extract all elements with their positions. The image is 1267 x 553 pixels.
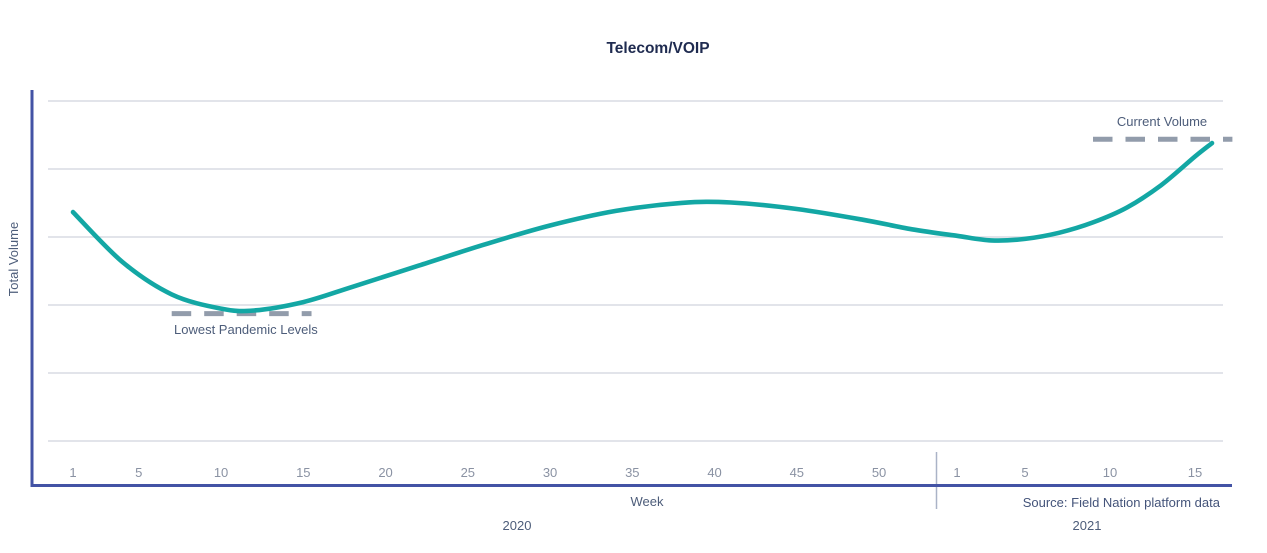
x-tick-label: 15	[1188, 465, 1202, 480]
x-tick-label: 5	[1021, 465, 1028, 480]
x-tick-label: 10	[214, 465, 228, 480]
gridlines	[48, 100, 1223, 442]
source-caption: Source: Field Nation platform data	[1023, 495, 1221, 510]
lowest-pandemic-levels-annotation-label: Lowest Pandemic Levels	[174, 322, 318, 337]
x-tick-label: 35	[625, 465, 639, 480]
year-2020-label: 2020	[503, 518, 532, 533]
y-axis-title: Total Volume	[6, 222, 21, 296]
x-tick-label: 1	[69, 465, 76, 480]
x-axis-title: Week	[631, 494, 664, 509]
x-tick-label: 15	[296, 465, 310, 480]
current-volume-annotation-label: Current Volume	[1117, 114, 1207, 129]
x-tick-label: 5	[135, 465, 142, 480]
x-tick-label: 40	[707, 465, 721, 480]
x-tick-label: 50	[872, 465, 886, 480]
x-tick-label: 30	[543, 465, 557, 480]
chart-title: Telecom/VOIP	[606, 40, 709, 57]
year-2021-label: 2021	[1073, 518, 1102, 533]
total-volume-line-series	[70, 140, 1215, 314]
x-axis-tick-labels: 1 5 10 15 20 25 30 35 40 45 50 1 5 10 15	[69, 465, 1202, 480]
x-tick-label: 25	[461, 465, 475, 480]
x-tick-label: 45	[790, 465, 804, 480]
x-tick-label: 1	[953, 465, 960, 480]
x-tick-label: 20	[378, 465, 392, 480]
x-tick-label: 10	[1103, 465, 1117, 480]
annotation-lines	[171, 136, 1233, 317]
